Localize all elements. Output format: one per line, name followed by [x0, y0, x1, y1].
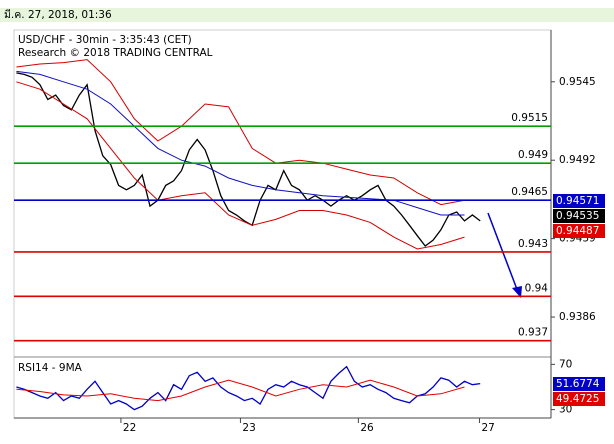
series-line: [16, 379, 465, 402]
y-tick-label: 0.9492: [559, 154, 596, 166]
level-label: 0.9465: [511, 186, 548, 198]
chart-title: USD/CHF - 30min - 3:35:43 (CET): [18, 34, 192, 46]
price-tag-label: 49.4725: [556, 393, 599, 405]
y-tick-label: 0.9545: [559, 76, 596, 88]
price-tag: [553, 209, 605, 223]
series-line: [16, 70, 465, 216]
chart-subtitle: Research © 2018 TRADING CENTRAL: [18, 47, 213, 59]
price-tag: [553, 392, 605, 406]
price-tag: [553, 224, 605, 238]
level-label: 0.949: [518, 149, 548, 161]
y-tick-label: 0.9386: [559, 311, 596, 323]
y-tick-label: 30: [559, 404, 572, 416]
price-tag-label: 0.94571: [556, 195, 599, 207]
series-line: [16, 72, 481, 247]
price-tag-label: 0.94535: [556, 210, 599, 222]
price-tag: [553, 194, 605, 208]
x-tick-label: 22: [123, 422, 136, 434]
header-bar: [0, 8, 614, 22]
x-tick-label: 27: [481, 422, 494, 434]
series-line: [16, 59, 465, 206]
level-label: 0.943: [518, 238, 548, 250]
price-tag-label: 0.94487: [556, 225, 599, 237]
series-line: [16, 365, 481, 411]
arrow-head: [512, 286, 522, 298]
level-label: 0.9515: [511, 112, 548, 124]
price-tag: [553, 377, 605, 391]
x-tick-label: 26: [360, 422, 374, 434]
series-line: [16, 81, 465, 250]
level-label: 0.94: [525, 282, 549, 294]
level-label: 0.937: [518, 327, 548, 339]
rsi-title: RSI14 - 9MA: [18, 362, 83, 374]
timestamp: มี.ค. 27, 2018, 01:36: [4, 8, 112, 21]
y-tick-label: 70: [559, 358, 572, 370]
panel-border: [13, 29, 552, 419]
x-tick-label: 23: [242, 422, 255, 434]
price-tag-label: 51.6774: [556, 378, 600, 390]
